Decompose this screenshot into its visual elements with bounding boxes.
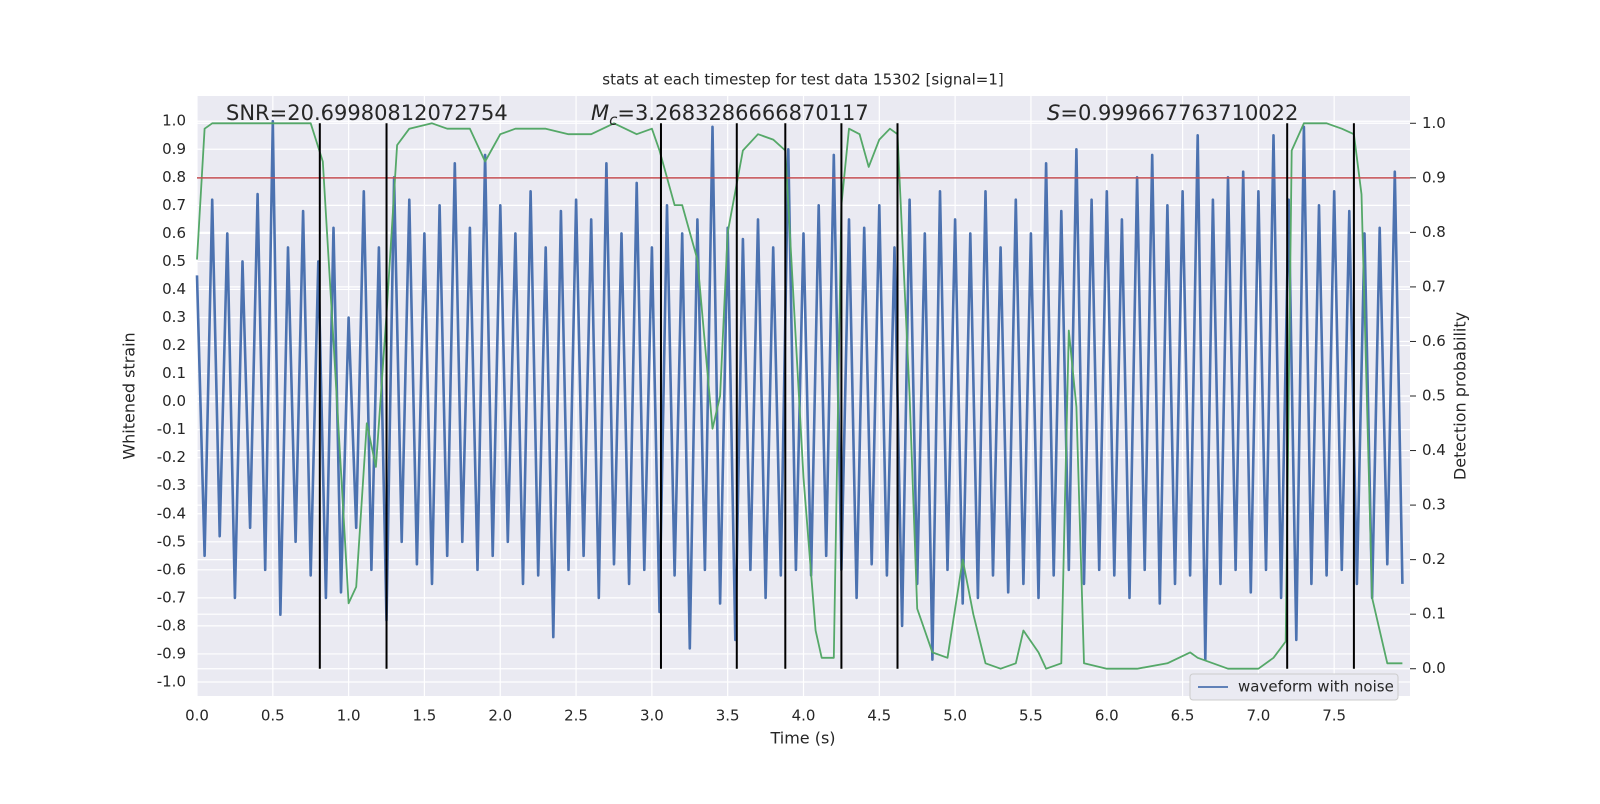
y-tick-label: 0.0 [162, 392, 186, 410]
y-tick-label: -0.9 [157, 644, 186, 662]
y2-tick-label: 0.3 [1422, 496, 1446, 514]
x-tick-label: 7.0 [1246, 707, 1270, 725]
annotation-symbol: M [591, 101, 609, 125]
y-axis-label: Whitened strain [120, 332, 139, 459]
y2-tick-label: 0.5 [1422, 387, 1446, 405]
y-tick-label: -0.3 [157, 476, 186, 494]
chart-title: stats at each timestep for test data 153… [602, 71, 1003, 89]
y2-tick-label: 0.2 [1422, 550, 1446, 568]
annotation: Mc=3.2683286666870117 [591, 101, 869, 129]
legend-box [1189, 673, 1399, 701]
x-tick-label: 6.0 [1095, 707, 1119, 725]
x-tick-label: 1.5 [413, 707, 437, 725]
x-tick-label: 4.5 [867, 707, 891, 725]
y-tick-label: -1.0 [157, 672, 186, 690]
y-tick-label: 1.0 [162, 112, 186, 130]
x-tick-label: 1.0 [337, 707, 361, 725]
y-tick-label: 0.6 [162, 224, 186, 242]
y-tick-label: 0.9 [162, 140, 186, 158]
y-tick-label: -0.7 [157, 588, 186, 606]
y-tick-label: 0.2 [162, 336, 186, 354]
y2-tick-label: 0.1 [1422, 605, 1446, 623]
y-tick-label: -0.2 [157, 448, 186, 466]
y-tick-label: -0.4 [157, 504, 186, 522]
y2-tick-label: 0.6 [1422, 332, 1446, 350]
y-tick-label: -0.6 [157, 560, 186, 578]
x-tick-label: 5.0 [943, 707, 967, 725]
annotation: S=0.999667763710022 [1047, 101, 1298, 125]
annotation-symbol: S [1047, 101, 1060, 125]
legend-label: waveform with noise [1238, 678, 1394, 696]
x-tick-label: 4.0 [792, 707, 816, 725]
annotation-text: =3.2683286666870117 [617, 101, 868, 125]
annotation-text: SNR=20.69980812072754 [226, 101, 508, 125]
x-tick-label: 3.0 [640, 707, 664, 725]
y-tick-label: 0.7 [162, 196, 186, 214]
x-tick-label: 3.5 [716, 707, 740, 725]
x-tick-label: 7.5 [1322, 707, 1346, 725]
x-axis-label: Time (s) [769, 729, 835, 748]
annotation-subscript: c [609, 111, 618, 129]
y2-axis-label: Detection probability [1451, 312, 1470, 480]
y-tick-label: 0.8 [162, 168, 186, 186]
x-tick-label: 2.5 [564, 707, 588, 725]
y2-tick-label: 0.8 [1422, 223, 1446, 241]
y2-tick-label: 0.0 [1422, 659, 1446, 677]
y-tick-label: 0.4 [162, 280, 186, 298]
y2-tick-label: 0.9 [1422, 168, 1446, 186]
y-tick-label: 0.3 [162, 308, 186, 326]
y-tick-label: -0.1 [157, 420, 186, 438]
x-tick-label: 0.0 [185, 707, 209, 725]
y2-tick-label: 0.4 [1422, 441, 1446, 459]
x-tick-label: 5.5 [1019, 707, 1043, 725]
x-tick-label: 0.5 [261, 707, 285, 725]
y-tick-label: 0.1 [162, 364, 186, 382]
y2-tick-label: 0.7 [1422, 277, 1446, 295]
annotation-text: =0.999667763710022 [1060, 101, 1298, 125]
annotation: SNR=20.69980812072754 [226, 101, 508, 125]
y-tick-label: 0.5 [162, 252, 186, 270]
y-tick-label: -0.8 [157, 616, 186, 634]
y-tick-label: -0.5 [157, 532, 186, 550]
y2-tick-label: 1.0 [1422, 114, 1446, 132]
x-tick-label: 2.0 [488, 707, 512, 725]
x-tick-label: 6.5 [1171, 707, 1195, 725]
